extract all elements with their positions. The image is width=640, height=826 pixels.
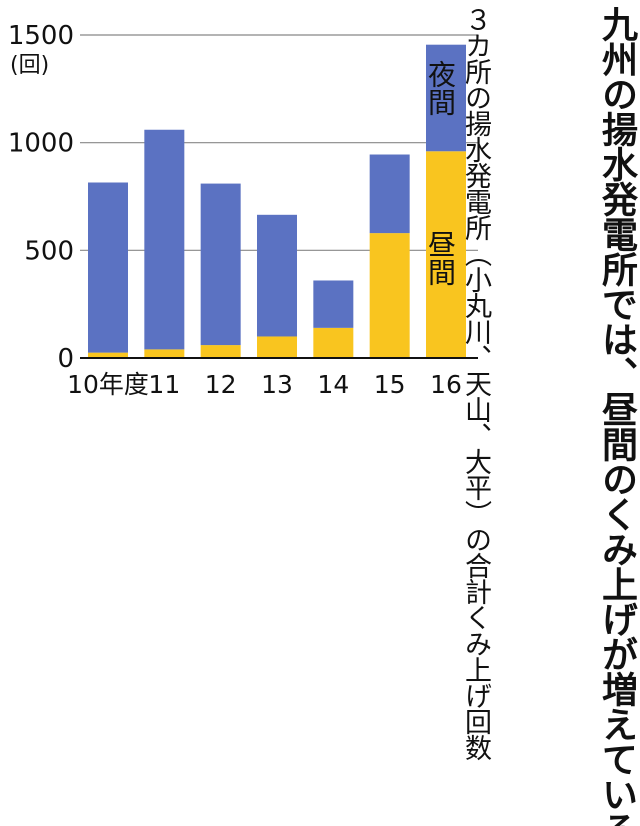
bar-segment: [257, 336, 297, 358]
bar-segment: [144, 349, 185, 358]
bar-segment: [257, 214, 297, 337]
x-tick-label: 16: [430, 370, 462, 399]
y-axis-label: (回): [10, 53, 49, 78]
y-tick-label: 0: [57, 344, 74, 374]
x-tick-label: 11: [148, 370, 180, 399]
y-tick-label: 1000: [8, 129, 74, 159]
y-tick-label: 500: [24, 236, 74, 266]
series-label-day: 昼間: [424, 230, 457, 286]
bar-segment: [369, 233, 410, 358]
x-tick-label: 13: [261, 370, 293, 399]
bar-segment: [313, 280, 354, 328]
bar-segment: [369, 154, 410, 234]
bars: [88, 44, 466, 358]
bar-segment: [426, 151, 466, 358]
x-tick-label: 10年度: [67, 370, 149, 399]
y-tick-label: 1500: [8, 21, 74, 51]
y-tick-labels: 0 500 1000 1500: [8, 21, 74, 374]
bar-segment: [144, 129, 185, 350]
x-tick-labels: 10年度 11 12 13 14 15 16: [67, 370, 462, 399]
headline: 九州の揚水発電所では、昼間のくみ上げが増えている: [596, 6, 637, 826]
bar-segment: [426, 44, 466, 152]
x-tick-label: 12: [205, 370, 237, 399]
bar-chart: 0 500 1000 1500 10年度 11 12 13 14 15 16 (回): [8, 21, 478, 399]
series-label-night: 夜間: [424, 60, 457, 116]
x-tick-label: 14: [317, 370, 349, 399]
bar-segment: [88, 182, 128, 353]
subhead: ３カ所の揚水発電所（小丸川、天山、大平）の合計くみ上げ回数: [460, 6, 491, 760]
bar-segment: [200, 345, 241, 358]
bar-segment: [313, 327, 354, 358]
bar-segment: [200, 183, 241, 346]
bar-segment: [88, 352, 128, 358]
x-tick-label: 15: [374, 370, 406, 399]
